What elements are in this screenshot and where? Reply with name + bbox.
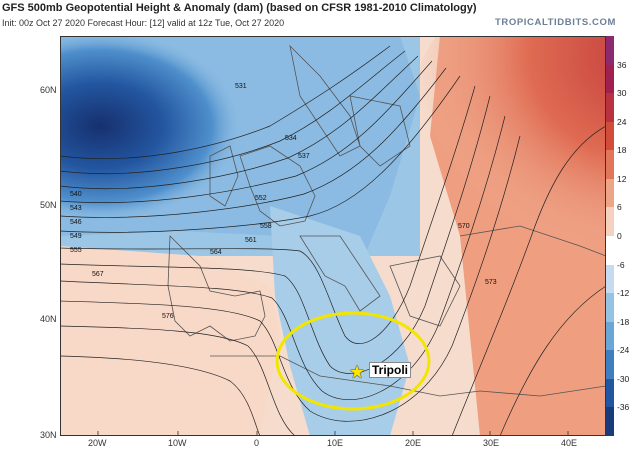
trough-anomaly <box>270 206 410 436</box>
contour-label: 537 <box>298 153 310 160</box>
colorbar-label: 0 <box>617 231 622 241</box>
contour-label: 558 <box>260 223 272 230</box>
lon-label: 20W <box>88 438 107 448</box>
colorbar-label: -24 <box>617 345 630 356</box>
colorbar-segment <box>606 178 614 208</box>
contour-label: 543 <box>70 205 82 212</box>
colorbar-segment <box>606 321 614 351</box>
colorbar-segment <box>606 207 614 237</box>
map-title: GFS 500mb Geopotential Height & Anomaly … <box>2 2 477 14</box>
colorbar-segment <box>606 64 614 94</box>
colorbar-label: -12 <box>617 288 630 299</box>
colorbar-label: 24 <box>617 116 627 127</box>
map-svg: 531 534 537 540 543 546 549 552 555 558 … <box>60 36 606 436</box>
contour-label: 570 <box>458 223 470 230</box>
contour-label: 576 <box>162 313 174 320</box>
colorbar-segment <box>606 121 614 151</box>
contour-label: 552 <box>255 195 267 202</box>
lon-label: 30E <box>483 438 500 448</box>
colorbar-label: -30 <box>617 373 630 384</box>
lon-label: 20E <box>405 438 422 448</box>
low-core <box>60 36 240 221</box>
ridge-core <box>410 36 606 266</box>
colorbar-segment <box>606 264 614 294</box>
contour-label: 531 <box>235 83 247 90</box>
colorbar-label: -36 <box>617 402 630 413</box>
colorbar-segment <box>606 93 614 123</box>
lon-label: 40E <box>561 438 578 448</box>
height-contours <box>60 45 606 436</box>
lon-label: 10E <box>327 438 344 448</box>
map-panel: 531 534 537 540 543 546 549 552 555 558 … <box>60 36 606 436</box>
contour-label: 546 <box>70 219 82 226</box>
colorbar-segment <box>606 236 614 266</box>
map-subtitle: Init: 00z Oct 27 2020 Forecast Hour: [12… <box>2 18 285 28</box>
colorbar-label: 12 <box>617 173 627 184</box>
contour-label: 564 <box>210 249 222 256</box>
colorbar-label: 6 <box>617 202 622 213</box>
brand-watermark: TROPICALTIDBITS.COM <box>495 17 616 28</box>
contour-label: 555 <box>70 247 82 254</box>
colorbar-segment <box>606 293 614 323</box>
header: GFS 500mb Geopotential Height & Anomaly … <box>0 0 636 36</box>
colorbar-label: 30 <box>617 88 627 99</box>
lat-label: 30N <box>40 430 57 440</box>
tripoli-label: Tripoli <box>369 362 411 378</box>
contour-label: 549 <box>70 233 82 240</box>
highlight-ellipse <box>275 311 431 411</box>
lon-label: 10W <box>168 438 187 448</box>
colorbar-label: -18 <box>617 316 630 327</box>
contour-labels: 531 534 537 540 543 546 549 552 555 558 … <box>70 83 497 320</box>
contour-label: 534 <box>285 135 297 142</box>
colorbar-label: 36 <box>617 59 627 70</box>
lon-label: 0 <box>254 438 260 448</box>
contour-label: 561 <box>245 237 257 244</box>
colorbar-segment <box>606 36 614 66</box>
contour-label: 567 <box>92 271 104 278</box>
contour-label: 573 <box>485 279 497 286</box>
colorbar-segment <box>606 350 614 380</box>
colorbar-segment <box>606 150 614 180</box>
colorbar-label: -6 <box>617 259 625 270</box>
colorbar-segment <box>606 407 614 437</box>
star-icon: ★ <box>349 362 366 382</box>
colorbar-label: 18 <box>617 145 627 156</box>
contour-label: 540 <box>70 191 82 198</box>
lat-label: 50N <box>40 200 57 210</box>
colorbar <box>606 36 614 437</box>
coastlines <box>167 44 606 397</box>
lat-label: 40N <box>40 314 57 324</box>
lat-label: 60N <box>40 85 57 95</box>
positive-anomaly-sw <box>60 246 280 436</box>
colorbar-segment <box>606 378 614 408</box>
map-frame <box>60 36 606 436</box>
